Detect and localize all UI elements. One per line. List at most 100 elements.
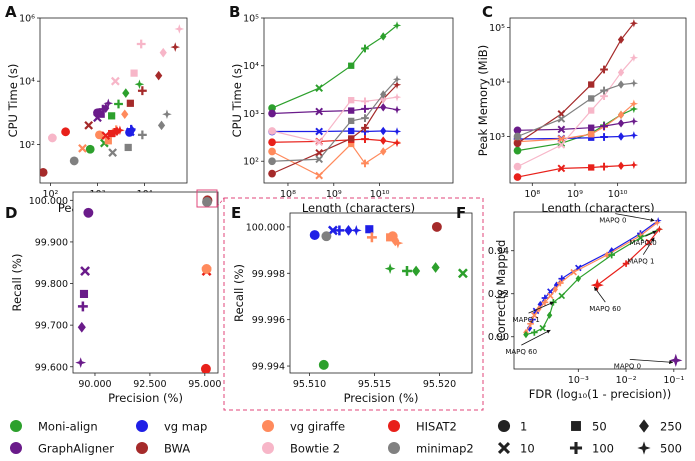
legend-size-label: 10 — [520, 442, 535, 456]
plot-area — [40, 24, 185, 177]
data-point — [75, 357, 87, 368]
legend-label: vg map — [164, 420, 207, 434]
legend-label: HISAT2 — [416, 420, 457, 434]
y-tick-label: 99.800 — [35, 279, 68, 290]
data-point — [366, 232, 377, 243]
x-axis-label: Length (characters) — [302, 201, 415, 215]
panel-A: 10²10³10⁴10²10⁴10⁶Peak Memory (MiB)CPU T… — [5, 3, 188, 215]
legend-marker — [569, 441, 583, 455]
data-point — [380, 32, 387, 41]
data-point — [531, 311, 538, 319]
legend-marker — [637, 441, 651, 455]
data-point — [174, 24, 185, 34]
data-point — [348, 117, 355, 125]
data-point — [137, 86, 147, 96]
data-point — [513, 173, 522, 181]
data-point — [380, 136, 387, 145]
legend: Moni-align vg map vg giraffe HISAT2 GraphAli… — [10, 419, 682, 456]
x-tick-label: 10⁻³ — [568, 375, 589, 386]
y-axis-label: Peak Memory (MiB) — [476, 45, 490, 156]
data-point — [348, 107, 355, 114]
annotation-label: MAPQ 0 — [599, 217, 626, 225]
plot-area — [75, 195, 213, 373]
y-axis-label: Recall (%) — [232, 264, 246, 322]
data-point — [268, 169, 276, 178]
x-tick-label: 95.520 — [423, 379, 456, 390]
data-point — [114, 99, 123, 109]
legend-marker — [639, 419, 649, 433]
data-point — [268, 109, 276, 118]
data-point — [539, 324, 547, 332]
legend-label: Moni-align — [38, 420, 98, 434]
legend-swatch — [136, 420, 148, 432]
data-point — [137, 130, 147, 140]
data-point — [558, 275, 566, 282]
data-point — [431, 221, 442, 232]
legend-marker — [571, 421, 581, 431]
data-point — [108, 148, 118, 157]
data-point — [392, 75, 402, 84]
panel-E: 95.510 95.515 95.520 99.994 99.996 99.998 100.… — [231, 204, 473, 405]
legend-label: GraphAligner — [38, 442, 114, 456]
plot-area — [309, 221, 468, 370]
data-point — [546, 311, 553, 319]
data-point — [653, 219, 661, 227]
data-point — [380, 90, 387, 99]
plot-area — [513, 19, 639, 181]
data-point — [629, 19, 639, 28]
data-point — [315, 107, 324, 116]
data-point — [588, 164, 595, 171]
zoom-connector — [216, 197, 225, 208]
data-point — [617, 68, 625, 77]
y-tick-label: 10⁶ — [19, 14, 35, 25]
x-tick-label: 10² — [42, 189, 58, 200]
data-point — [170, 42, 181, 52]
data-point — [155, 70, 163, 81]
data-point — [318, 359, 329, 370]
x-axis-label: Precision (%) — [344, 391, 419, 405]
data-point — [557, 164, 566, 173]
data-point — [513, 146, 522, 155]
data-point — [47, 133, 57, 143]
series-line — [517, 22, 635, 144]
annotation-arrow — [615, 213, 655, 222]
data-point — [600, 86, 608, 95]
data-point — [588, 95, 595, 102]
data-point — [600, 133, 608, 141]
legend-marker — [497, 419, 511, 433]
data-point — [513, 132, 522, 141]
data-point — [77, 301, 88, 312]
x-axis-label: FDR (log₁₀(1 - precision)) — [529, 387, 671, 401]
y-tick-label: 10⁵ — [243, 14, 259, 25]
data-point — [531, 329, 538, 336]
data-point — [268, 104, 276, 112]
data-point — [654, 217, 662, 225]
data-point — [361, 97, 369, 106]
data-point — [84, 120, 94, 130]
data-point — [348, 62, 355, 69]
data-point — [202, 197, 212, 207]
data-point — [315, 127, 324, 136]
data-point — [547, 292, 554, 300]
data-point — [128, 125, 136, 136]
annotation-label: MAPQ 1 — [627, 258, 654, 266]
legend-label: BWA — [164, 442, 190, 456]
data-point — [104, 137, 112, 145]
data-point — [78, 143, 87, 153]
data-point — [61, 127, 70, 137]
data-point — [334, 225, 345, 236]
data-point — [365, 225, 374, 234]
data-point — [361, 114, 369, 122]
legend-label: vg giraffe — [290, 420, 345, 434]
data-point — [552, 285, 559, 294]
data-point — [136, 39, 146, 49]
data-point — [348, 127, 355, 135]
data-point — [557, 279, 564, 287]
data-point — [392, 80, 402, 89]
panel-label: F — [456, 204, 466, 222]
x-tick-label: 10⁸ — [280, 189, 296, 200]
zoom-frame — [223, 197, 484, 411]
data-point — [85, 144, 95, 154]
y-tick-label: 10⁴ — [489, 78, 505, 89]
data-point — [77, 321, 86, 333]
